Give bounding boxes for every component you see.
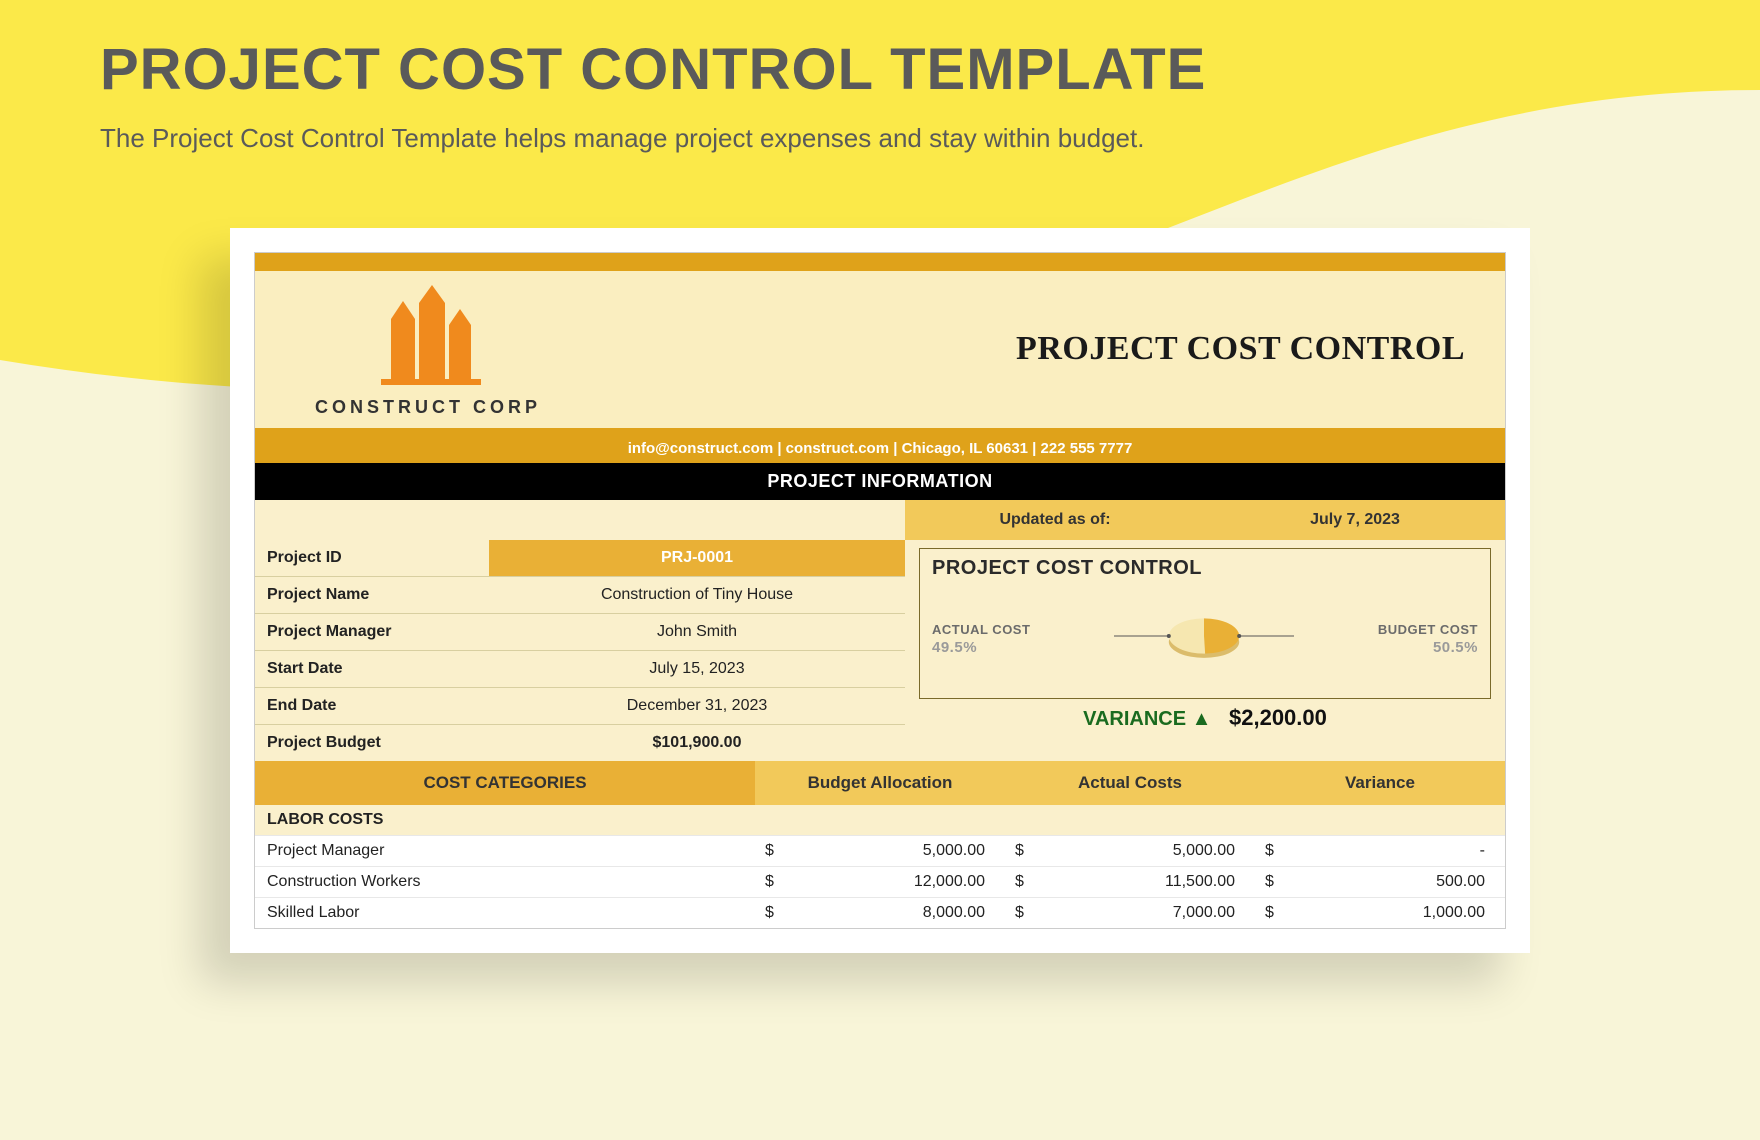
info-row: Project IDPRJ-0001 [255,540,905,576]
info-key: Project Budget [255,725,489,761]
info-value: Construction of Tiny House [489,577,905,613]
currency-symbol: $ [1265,842,1285,860]
cost-name: Construction Workers [255,867,755,897]
col-budget: Budget Allocation [755,761,1005,805]
cost-value: 12,000.00 [785,873,985,891]
company-logo-block: CONSTRUCT CORP [315,281,541,418]
cost-budget: $8,000.00 [755,898,1005,928]
cost-group-row: LABOR COSTS [255,805,1505,835]
variance-label: VARIANCE [1083,708,1186,730]
cost-value: - [1285,842,1485,860]
chart-left-label: ACTUAL COST 49.5% [932,622,1030,656]
cost-value: 500.00 [1285,873,1485,891]
cost-value: 5,000.00 [1035,842,1235,860]
buildings-icon [353,281,503,391]
chart-left-pct: 49.5% [932,639,1030,656]
col-categories: COST CATEGORIES [255,761,755,805]
contact-bar: info@construct.com | construct.com | Chi… [255,434,1505,463]
document-card: CONSTRUCT CORP PROJECT COST CONTROL info… [230,228,1530,953]
info-row: Start DateJuly 15, 2023 [255,650,905,687]
cost-header-row: COST CATEGORIES Budget Allocation Actual… [255,761,1505,805]
currency-symbol: $ [1015,873,1035,891]
currency-symbol: $ [765,842,785,860]
info-key: Project Manager [255,614,489,650]
info-key: Project ID [255,540,489,576]
info-value: PRJ-0001 [489,540,905,576]
currency-symbol: $ [1015,842,1035,860]
info-row: Project NameConstruction of Tiny House [255,576,905,613]
cost-value: 11,500.00 [1035,873,1235,891]
cost-line-row: Skilled Labor$8,000.00$7,000.00$1,000.00 [255,897,1505,928]
info-value: July 15, 2023 [489,651,905,687]
cost-value: 5,000.00 [785,842,985,860]
info-left: Project IDPRJ-0001Project NameConstructi… [255,540,905,761]
currency-symbol: $ [1265,873,1285,891]
cost-variance: $1,000.00 [1255,898,1505,928]
info-row: Project ManagerJohn Smith [255,613,905,650]
hero-title: PROJECT COST CONTROL TEMPLATE [100,40,1660,101]
cost-line-row: Project Manager$5,000.00$5,000.00$- [255,835,1505,866]
hero-subtitle: The Project Cost Control Template helps … [100,119,1660,158]
chart-right-pct: 50.5% [1378,639,1478,656]
info-row: End DateDecember 31, 2023 [255,687,905,724]
updated-value: July 7, 2023 [1205,500,1505,540]
cost-actual: $5,000.00 [1005,836,1255,866]
variance-row: VARIANCE ▲ $2,200.00 [905,705,1505,731]
chart-left-label-text: ACTUAL COST [932,622,1030,637]
cost-line-row: Construction Workers$12,000.00$11,500.00… [255,866,1505,897]
doc-topbar [255,253,1505,271]
chart-title: PROJECT COST CONTROL [932,557,1478,580]
updated-row: Updated as of: July 7, 2023 [255,500,1505,540]
info-key: End Date [255,688,489,724]
currency-symbol: $ [765,873,785,891]
info-value: December 31, 2023 [489,688,905,724]
currency-symbol: $ [1265,904,1285,922]
updated-label: Updated as of: [905,500,1205,540]
cost-name: Skilled Labor [255,898,755,928]
info-value: John Smith [489,614,905,650]
section-header: PROJECT INFORMATION [255,463,1505,500]
info-value: $101,900.00 [489,725,905,761]
info-row: Project Budget$101,900.00 [255,724,905,761]
cost-variance: $500.00 [1255,867,1505,897]
cost-value: 1,000.00 [1285,904,1485,922]
cost-value: 8,000.00 [785,904,985,922]
col-variance: Variance [1255,761,1505,805]
variance-arrow-icon: ▲ [1192,708,1212,730]
chart-right-label-text: BUDGET COST [1378,622,1478,637]
currency-symbol: $ [1015,904,1035,922]
currency-symbol: $ [765,904,785,922]
info-key: Project Name [255,577,489,613]
info-right: PROJECT COST CONTROL ACTUAL COST 49.5% B… [905,540,1505,761]
chart-box: PROJECT COST CONTROL ACTUAL COST 49.5% B… [919,548,1491,699]
cost-variance: $- [1255,836,1505,866]
pie-chart [1109,584,1299,694]
col-actual: Actual Costs [1005,761,1255,805]
info-key: Start Date [255,651,489,687]
cost-budget: $12,000.00 [755,867,1005,897]
chart-right-label: BUDGET COST 50.5% [1378,622,1478,656]
hero: PROJECT COST CONTROL TEMPLATE The Projec… [0,0,1760,158]
cost-actual: $11,500.00 [1005,867,1255,897]
cost-value: 7,000.00 [1035,904,1235,922]
cost-actual: $7,000.00 [1005,898,1255,928]
doc-title: PROJECT COST CONTROL [1016,330,1465,368]
cost-rows: Project Manager$5,000.00$5,000.00$-Const… [255,835,1505,928]
company-name: CONSTRUCT CORP [315,397,541,418]
cost-name: Project Manager [255,836,755,866]
cost-budget: $5,000.00 [755,836,1005,866]
variance-amount: $2,200.00 [1229,705,1327,730]
info-grid: Project IDPRJ-0001Project NameConstructi… [255,540,1505,761]
doc-header: CONSTRUCT CORP PROJECT COST CONTROL [255,271,1505,434]
